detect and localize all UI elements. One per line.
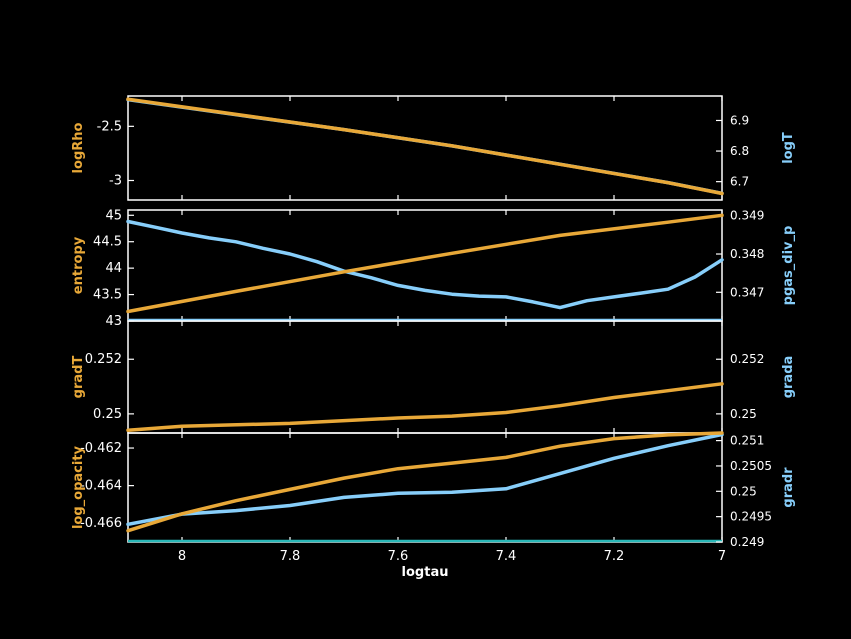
right-series-line [126, 219, 724, 310]
right-tick-label: 6.8 [730, 144, 749, 158]
panel-1: -2.5 -3 6.9 6.8 6.7 logRho logT [71, 95, 796, 201]
left-series-line [126, 382, 724, 433]
left-tick-label: 45 [105, 208, 122, 223]
right-tick-label: 6.7 [730, 175, 749, 189]
right-tick-label: 0.349 [730, 209, 764, 223]
right-tick-label: 0.249 [730, 535, 764, 549]
panel-4: -0.462 -0.464 -0.466 0.251 0.2505 0.25 0.2495 0… [71, 431, 796, 580]
panel-frame [127, 95, 723, 201]
left-tick-label: -0.464 [80, 479, 122, 494]
right-axis-label: pgas_div_p [781, 226, 796, 306]
left-tick-label: 44 [105, 261, 122, 276]
left-tick-label: 44.5 [93, 235, 122, 250]
right-axis-label: gradr [781, 467, 796, 508]
right-tick-label: 0.252 [730, 352, 764, 366]
right-tick-label: 0.251 [730, 434, 764, 448]
left-tick-label: 0.252 [85, 352, 122, 367]
left-tick-label: 43 [105, 314, 122, 329]
right-tick-label: 0.25 [730, 484, 757, 498]
right-series-line [126, 432, 724, 527]
right-tick-label: 0.25 [730, 407, 757, 421]
left-tick-label: -2.5 [97, 119, 122, 134]
left-series-line [126, 97, 724, 196]
left-axis-label: entropy [71, 236, 86, 294]
x-tick-label: 7.2 [604, 549, 625, 564]
x-axis-label: logtau [402, 565, 449, 580]
left-tick-label: 0.25 [93, 407, 122, 422]
x-tick-label: 7.4 [496, 549, 517, 564]
right-tick-label: 0.348 [730, 247, 764, 261]
x-tick-label: 7.6 [388, 549, 409, 564]
x-tick-label: 8 [178, 549, 186, 564]
right-axis-label: logT [781, 132, 796, 164]
right-tick-label: 0.2495 [730, 510, 772, 524]
panel-2: 45 44.5 44 43.5 43 0.349 0.348 0.347 entropy pgas… [71, 208, 796, 329]
right-axis-label: grada [781, 356, 796, 399]
left-tick-label: -0.462 [80, 441, 122, 456]
left-series-line [126, 431, 724, 533]
left-tick-label: -0.466 [80, 516, 122, 531]
x-tick-label: 7 [718, 549, 726, 564]
right-tick-label: 0.347 [730, 285, 764, 299]
left-axis-label: logRho [71, 122, 86, 173]
left-axis-label: log_opacity [71, 445, 86, 529]
left-series-line [126, 213, 724, 314]
left-tick-label: -3 [109, 174, 122, 189]
x-tick-label: 7.8 [280, 549, 301, 564]
right-tick-label: 6.9 [730, 113, 749, 127]
left-axis-label: gradT [71, 356, 86, 399]
left-tick-label: 43.5 [93, 288, 122, 303]
right-tick-label: 0.2505 [730, 459, 772, 473]
